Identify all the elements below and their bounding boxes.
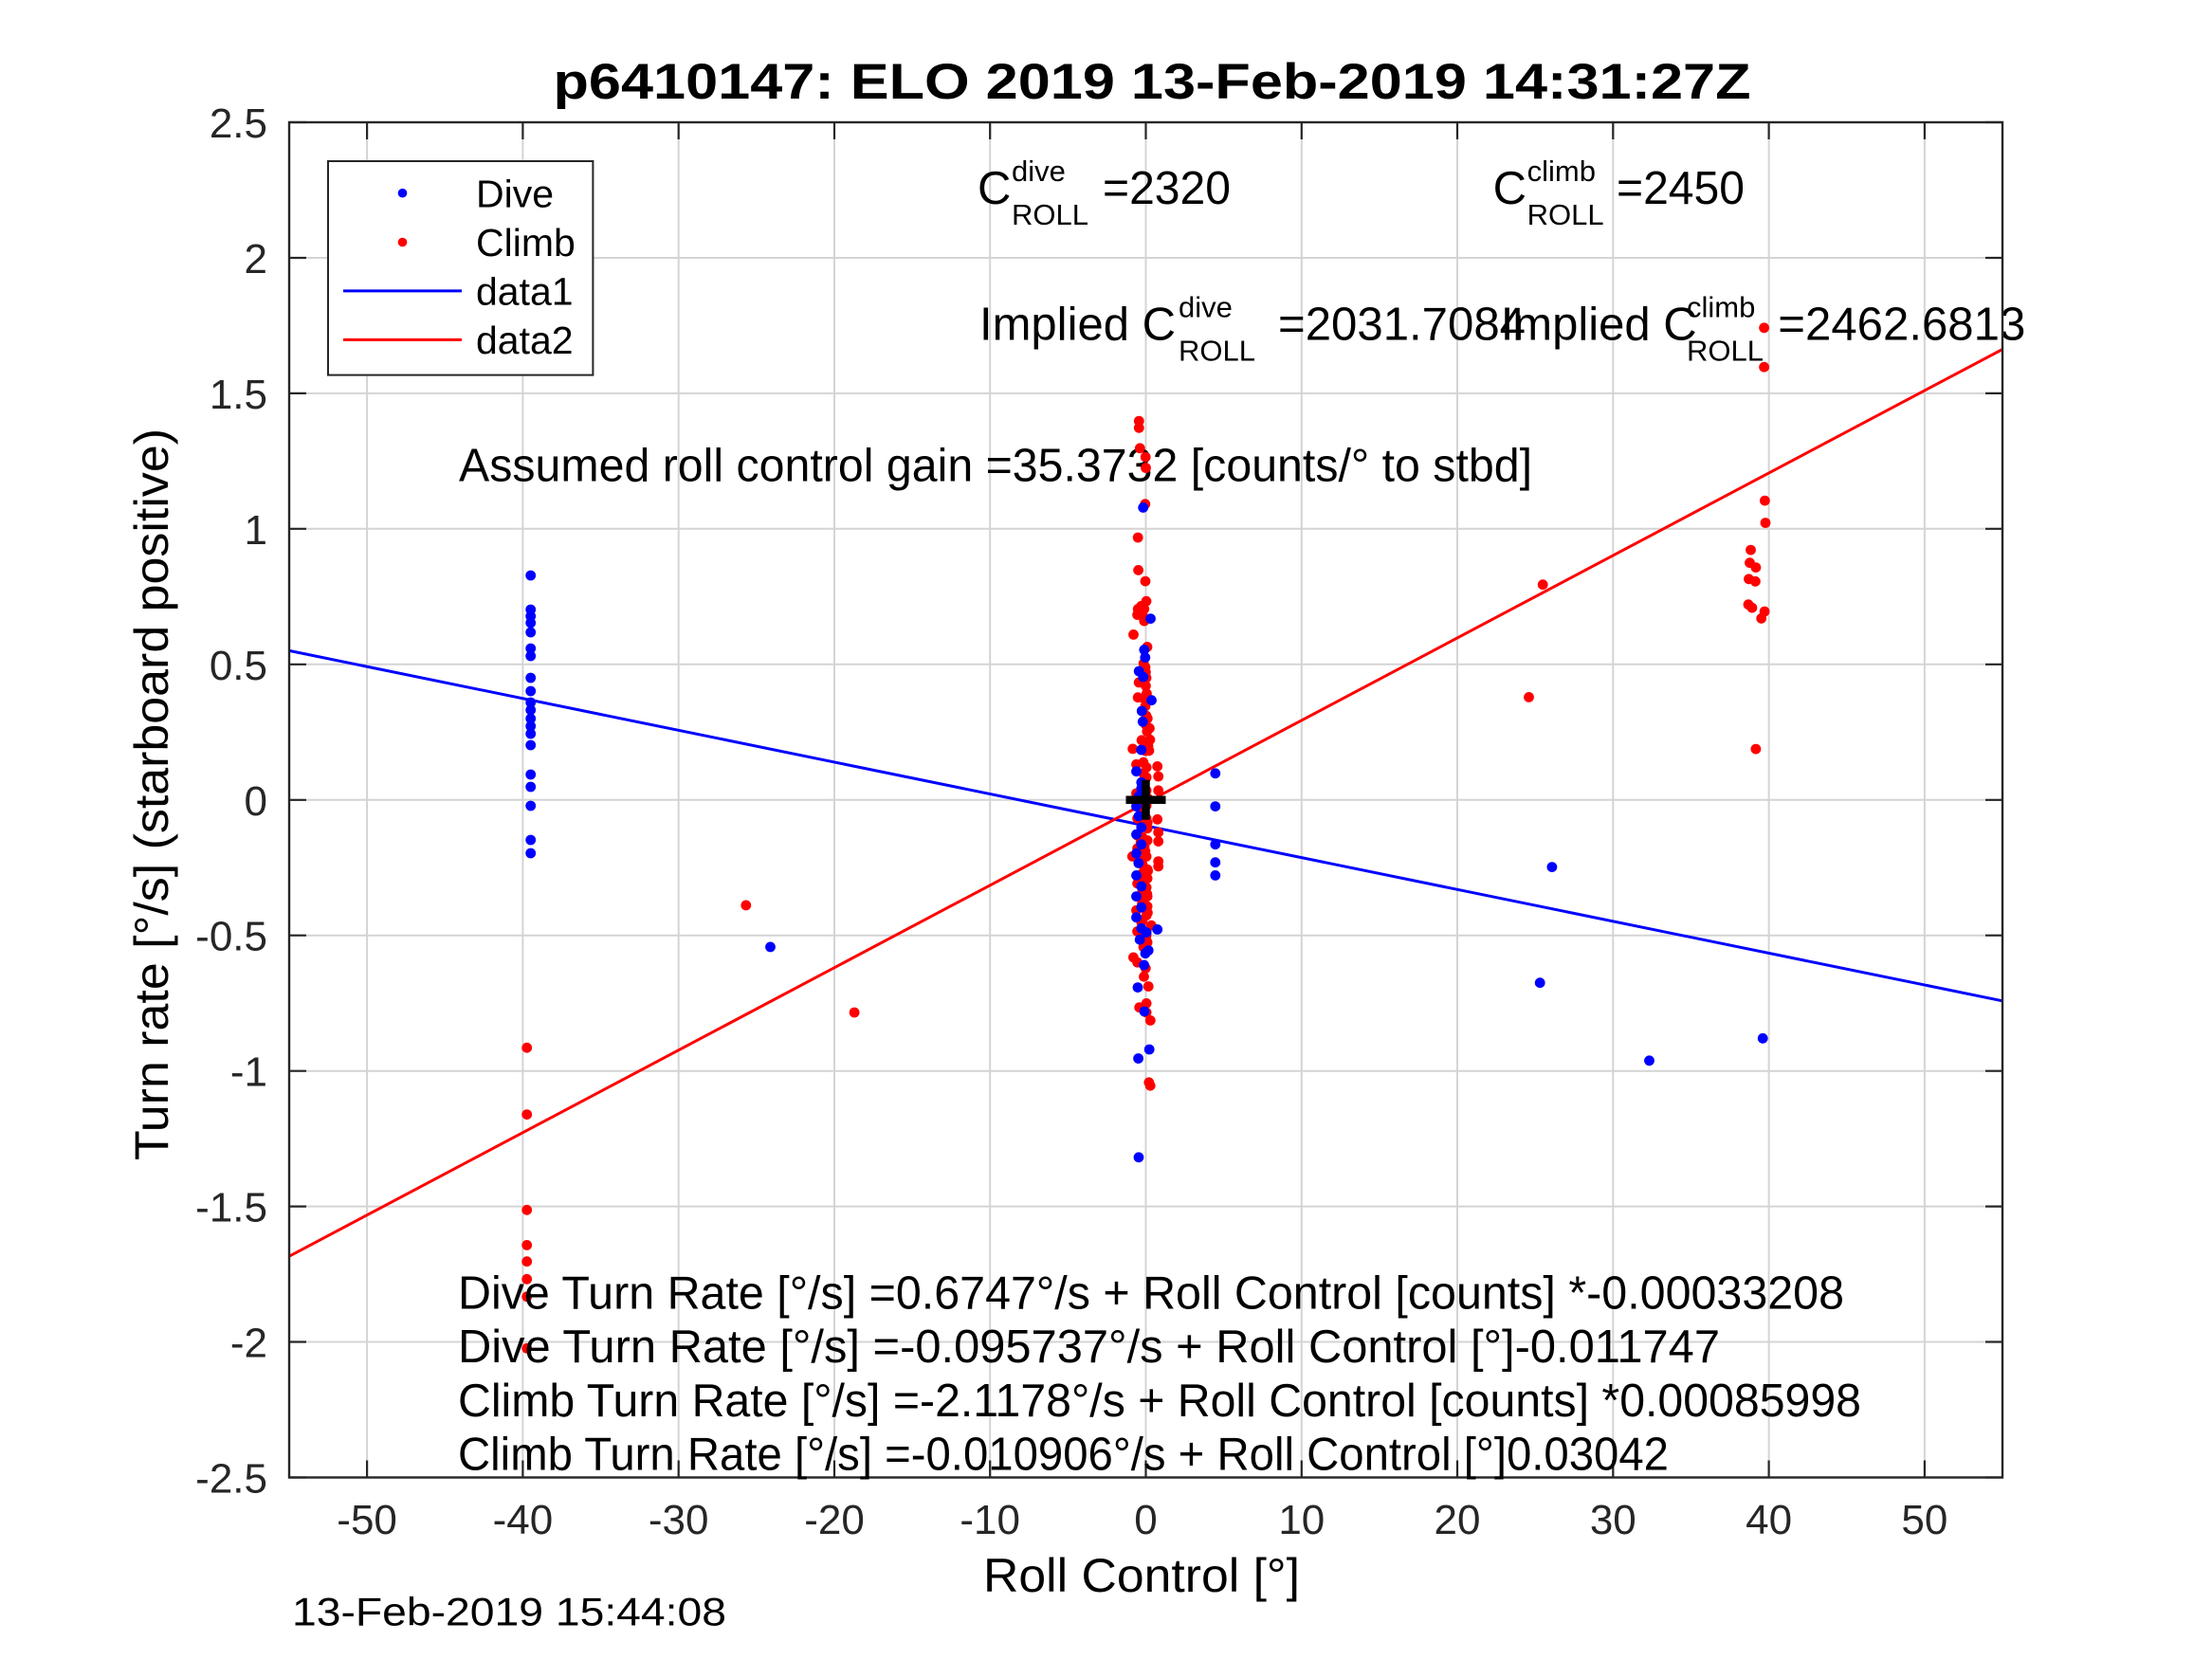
svg-text:-20: -20 [804,1497,865,1543]
svg-text:data1: data1 [476,269,574,313]
svg-text:0: 0 [1134,1497,1157,1543]
svg-text:Climb: Climb [476,221,576,264]
svg-text:data2: data2 [476,319,574,362]
svg-text:40: 40 [1746,1497,1792,1543]
svg-text:-2: -2 [230,1321,267,1367]
svg-text:-30: -30 [649,1497,709,1543]
svg-text:C: C [1493,163,1526,214]
svg-text:Turn rate [°/s] (starboard pos: Turn rate [°/s] (starboard positive) [125,428,178,1160]
svg-text:Dive Turn Rate [°/s] =-0.09573: Dive Turn Rate [°/s] =-0.095737°/s + Rol… [458,1322,1720,1373]
svg-text:-10: -10 [960,1497,1020,1543]
svg-text:Climb Turn Rate [°/s] =-0.0109: Climb Turn Rate [°/s] =-0.010906°/s + Ro… [458,1430,1669,1481]
svg-text:=2320: =2320 [1103,163,1231,214]
svg-text:dive: dive [1012,155,1066,188]
svg-text:13-Feb-2019 15:44:08: 13-Feb-2019 15:44:08 [292,1590,726,1634]
svg-text:-1.5: -1.5 [195,1185,267,1231]
svg-text:10: 10 [1278,1497,1325,1543]
svg-text:2: 2 [245,236,267,283]
svg-text:Dive Turn Rate [°/s] =0.6747°/: Dive Turn Rate [°/s] =0.6747°/s + Roll C… [458,1267,1844,1319]
svg-text:Roll Control [°]: Roll Control [°] [983,1549,1300,1602]
svg-text:0.5: 0.5 [210,643,267,689]
svg-text:-50: -50 [337,1497,397,1543]
svg-text:p6410147: ELO 2019 13-Feb-2019: p6410147: ELO 2019 13-Feb-2019 14:31:27Z [554,54,1751,110]
svg-text:1.5: 1.5 [210,372,267,418]
svg-text:Climb Turn Rate [°/s] =-2.1178: Climb Turn Rate [°/s] =-2.1178°/s + Roll… [458,1376,1861,1427]
svg-text:ROLL: ROLL [1012,198,1088,231]
svg-text:dive: dive [1179,291,1233,324]
svg-text:30: 30 [1590,1497,1636,1543]
svg-text:ROLL: ROLL [1179,335,1255,368]
svg-text:-1: -1 [230,1049,267,1096]
svg-text:climb: climb [1527,155,1596,188]
svg-text:-40: -40 [493,1497,554,1543]
svg-text:ROLL: ROLL [1687,335,1764,368]
svg-text:C: C [978,163,1011,214]
svg-text:-2.5: -2.5 [195,1456,267,1503]
svg-text:Dive: Dive [476,172,554,215]
svg-text:Implied C: Implied C [979,300,1176,351]
svg-text:climb: climb [1687,291,1755,324]
svg-text:1: 1 [245,507,267,554]
svg-text:Implied C: Implied C [1501,300,1697,351]
svg-text:ROLL: ROLL [1527,198,1604,231]
svg-text:=2031.7084: =2031.7084 [1278,300,1526,351]
svg-text:=2450: =2450 [1617,163,1745,214]
svg-text:20: 20 [1435,1497,1481,1543]
svg-text:2.5: 2.5 [210,100,267,147]
svg-text:-0.5: -0.5 [195,914,267,960]
svg-text:0: 0 [245,778,267,825]
svg-text:50: 50 [1901,1497,1947,1543]
svg-text:=2462.6813: =2462.6813 [1778,300,2025,351]
svg-text:Assumed roll control gain =35.: Assumed roll control gain =35.3732 [coun… [459,440,1532,491]
